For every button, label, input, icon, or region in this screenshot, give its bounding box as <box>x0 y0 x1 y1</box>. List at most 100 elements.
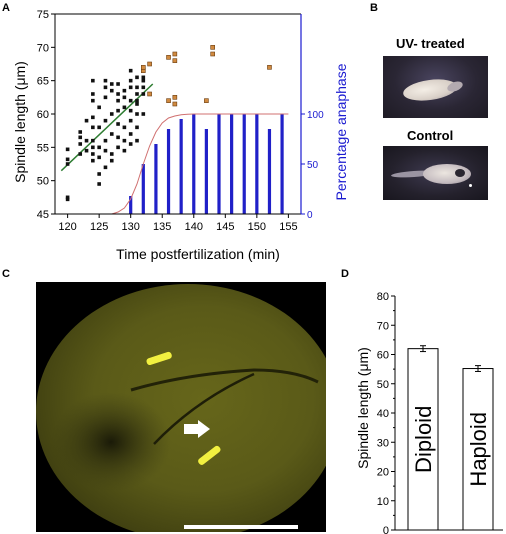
spindle-point <box>97 145 101 150</box>
spindle-point <box>109 152 114 156</box>
x-tick-label: 155 <box>279 221 297 233</box>
anaphase-bar <box>267 129 272 214</box>
spindle-point <box>116 145 120 150</box>
y-tick-label: 50 <box>37 176 49 188</box>
spindle-point <box>135 75 139 80</box>
late-spindle-point <box>166 55 171 60</box>
spindle-point <box>103 95 108 100</box>
embryo-fluorescence-svg <box>36 284 326 532</box>
fluorescence-micrograph <box>36 282 326 532</box>
chart-d-plot-area: Diploid Haploid 0 10 20 30 40 50 60 70 80 <box>377 291 503 534</box>
spindle-point <box>141 85 146 90</box>
spindle-point <box>109 112 114 116</box>
late-spindle-point <box>210 45 215 50</box>
spindle-point <box>103 118 108 123</box>
x-tick-label: 150 <box>248 221 266 233</box>
spindle-point <box>65 162 70 166</box>
anaphase-bar <box>255 114 259 214</box>
y-tick-label: 40 <box>377 408 389 420</box>
y-tick-label: 55 <box>37 142 49 154</box>
anaphase-bar <box>141 164 145 214</box>
spindle-point <box>78 135 83 140</box>
spindle-point <box>103 165 108 170</box>
spindle-point <box>128 85 133 90</box>
anaphase-bar <box>242 114 246 214</box>
spindle-point <box>122 148 127 153</box>
control-tadpole-image <box>383 146 488 200</box>
spindle-point <box>141 78 146 83</box>
x-tick-label: 140 <box>185 221 203 233</box>
spindle-point <box>128 142 133 146</box>
spindle-point <box>135 92 139 96</box>
spindle-point <box>91 158 95 163</box>
spindle-point <box>97 172 101 176</box>
spindle-point <box>116 135 120 140</box>
spindle-point <box>84 148 89 153</box>
uv-treated-embryo-image <box>383 56 488 118</box>
spindle-point <box>97 155 101 160</box>
y-tick-label: 50 <box>377 379 389 391</box>
spindle-point <box>103 85 108 90</box>
spindle-point <box>116 98 120 103</box>
uv-treated-title: UV- treated <box>396 36 465 51</box>
spindle-point <box>78 130 83 134</box>
spindle-point <box>91 92 95 96</box>
spindle-point <box>135 98 139 103</box>
y-tick-label: 0 <box>383 525 389 534</box>
y-tick-label: 75 <box>37 9 49 21</box>
late-spindle-point <box>267 65 272 70</box>
spindle-point <box>97 105 101 110</box>
y-tick-label: 60 <box>37 109 49 121</box>
spindle-point <box>116 108 120 113</box>
panel-label-d: D <box>341 268 349 280</box>
sigmoid-fit-curve <box>111 113 289 215</box>
spindle-point <box>97 125 101 130</box>
y-tick-label: 45 <box>37 209 49 221</box>
spindle-point <box>128 132 133 136</box>
spindle-point <box>91 98 95 103</box>
y-tick-label: 20 <box>377 467 389 479</box>
spindle-point <box>103 138 108 143</box>
spindle-point <box>135 85 139 90</box>
anaphase-bar <box>129 196 133 214</box>
spindle-point <box>91 138 95 143</box>
late-spindle-point <box>166 98 171 103</box>
right-tick-label: 100 <box>307 110 324 121</box>
anaphase-bar <box>217 114 221 214</box>
spindle-point <box>91 115 95 120</box>
spindle-point <box>84 138 89 143</box>
spindle-point <box>109 158 114 163</box>
y-tick-label: 70 <box>37 42 49 54</box>
bar-diploid <box>407 348 439 531</box>
y-tick-label: 10 <box>377 496 389 508</box>
x-tick-label: 130 <box>122 221 140 233</box>
spindle-point <box>128 68 133 73</box>
spindle-point <box>109 88 114 93</box>
spindle-point <box>135 102 139 106</box>
spindle-point <box>122 88 127 93</box>
anaphase-bar <box>166 129 171 214</box>
x-tick-label: 125 <box>90 221 108 233</box>
spindle-point <box>128 98 133 103</box>
late-spindle-point <box>172 51 178 57</box>
spindle-point <box>91 145 95 150</box>
spindle-point <box>122 105 127 110</box>
spindle-point <box>78 152 83 156</box>
late-spindle-point <box>210 51 215 57</box>
spindle-point <box>135 138 139 143</box>
y-tick-label: 65 <box>37 76 49 88</box>
bar-label-diploid: Diploid <box>411 406 436 473</box>
anaphase-bar <box>280 114 284 214</box>
spindle-point <box>116 122 120 126</box>
linear-fit-line <box>60 83 154 172</box>
x-tick-label: 145 <box>216 221 234 233</box>
chart-a-plot-area: 120 125 130 135 140 145 150 155 45 50 55 60 65 70 75 0 5… <box>37 9 324 233</box>
y-tick-label: 70 <box>377 320 389 332</box>
anaphase-bar <box>154 144 158 214</box>
spindle-point <box>65 195 70 200</box>
spindle-point <box>128 108 133 113</box>
spindle-point <box>141 75 146 80</box>
spindle-point <box>91 78 95 83</box>
spindle-point <box>103 78 108 83</box>
spindle-point <box>128 78 133 83</box>
